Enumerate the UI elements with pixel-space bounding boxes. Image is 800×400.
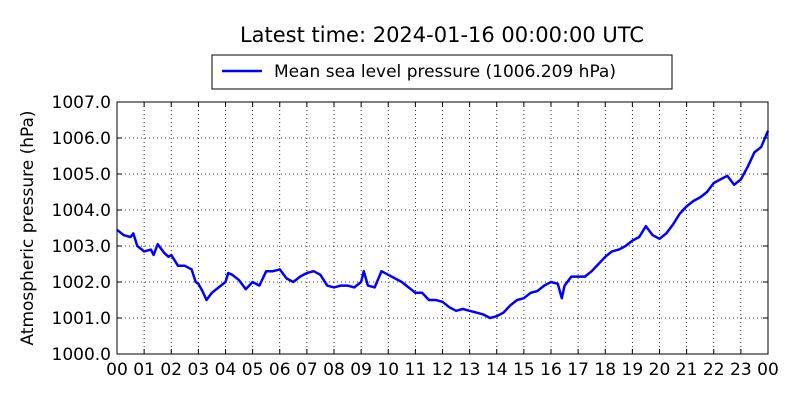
series-line-mean-sea-level-pressure [116,130,770,320]
x-tick-label: 03 [188,360,210,380]
x-tick-label: 19 [622,360,644,380]
x-tick-label: 10 [377,360,399,380]
y-tick-label: 1005.0 [52,165,111,185]
x-tick-label: 08 [323,360,345,380]
x-tick-label: 21 [676,360,698,380]
y-axis-label: Atmospheric pressure (hPa) [18,110,38,345]
tick-layer [116,101,769,355]
x-tick-label: 14 [486,360,508,380]
x-tick-label: 06 [269,360,291,380]
legend-series-label: Mean sea level pressure (1006.209 hPa) [274,62,616,82]
x-tick-label: 09 [350,360,372,380]
chart-title: Latest time: 2024-01-16 00:00:00 UTC [240,23,644,47]
x-tick-label: 16 [540,360,562,380]
x-tick-label: 17 [567,360,589,380]
x-tick-label: 18 [594,360,616,380]
x-tick-label: 00 [106,360,128,380]
x-axis-tick-labels: 00 01 02 03 04 05 06 07 08 09 10 11 12 13 14 15 16 17 18 19… [106,360,779,380]
x-tick-label: 13 [459,360,481,380]
x-tick-label: 05 [242,360,264,380]
x-tick-label: 11 [405,360,427,380]
y-axis-tick-labels: 1000.0 1001.0 1002.0 1003.0 1004.0 1005.0 1006… [52,93,111,365]
x-tick-label: 00 [757,360,779,380]
y-tick-label: 1003.0 [52,237,111,257]
y-tick-label: 1001.0 [52,309,111,329]
x-tick-label: 07 [296,360,318,380]
x-tick-label: 12 [432,360,454,380]
x-tick-label: 22 [703,360,725,380]
legend-box [211,54,673,90]
x-tick-label: 23 [730,360,752,380]
legend: Mean sea level pressure (1006.209 hPa) [211,54,673,90]
x-tick-label: 01 [133,360,155,380]
x-tick-label: 15 [513,360,535,380]
y-tick-label: 1006.0 [52,129,111,149]
x-tick-label: 20 [649,360,671,380]
series-layer [116,130,770,320]
x-tick-label: 02 [160,360,182,380]
y-tick-label: 1007.0 [52,93,111,113]
y-tick-label: 1004.0 [52,201,111,221]
plot-frame [116,101,769,355]
x-tick-label: 04 [215,360,237,380]
y-tick-label: 1002.0 [52,273,111,293]
y-tick-label: 1000.0 [52,345,111,365]
